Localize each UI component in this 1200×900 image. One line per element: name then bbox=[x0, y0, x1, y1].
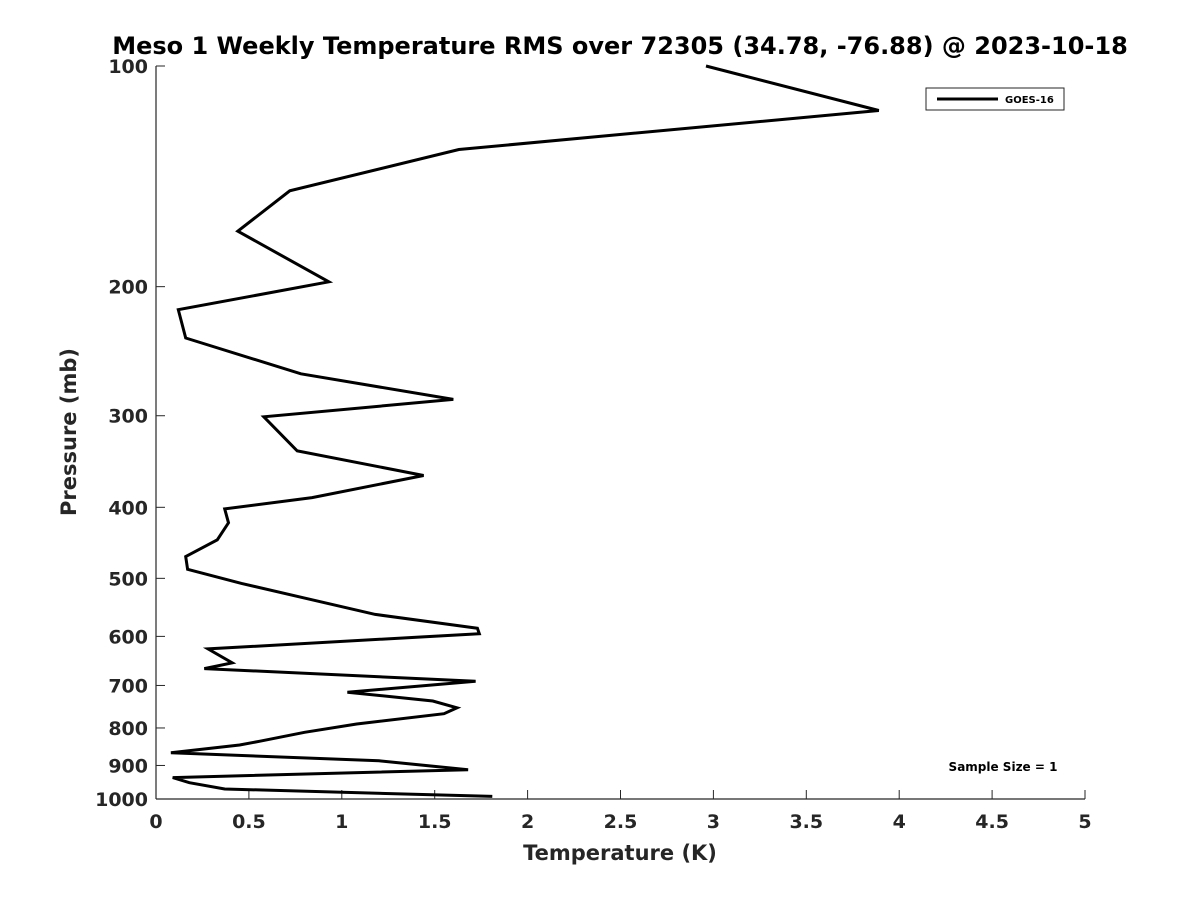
series-line-goes-16 bbox=[170, 64, 880, 798]
x-tick-label: 0 bbox=[149, 811, 162, 833]
x-tick-label: 1 bbox=[335, 811, 348, 833]
x-tick-label: 1.5 bbox=[418, 811, 452, 833]
x-axis-ticks: 0 0.5 1 1.5 2 2.5 3 3.5 4 4.5 5 bbox=[149, 790, 1092, 833]
y-tick-label: 500 bbox=[108, 568, 148, 590]
y-tick-label: 800 bbox=[108, 718, 148, 740]
chart-title: Meso 1 Weekly Temperature RMS over 72305… bbox=[112, 32, 1128, 60]
x-axis-label: Temperature (K) bbox=[523, 841, 717, 865]
x-tick-label: 4.5 bbox=[975, 811, 1009, 833]
y-tick-label: 300 bbox=[108, 406, 148, 428]
y-tick-label: 100 bbox=[108, 56, 148, 78]
x-tick-label: 5 bbox=[1078, 811, 1091, 833]
y-axis-ticks: 100 200 300 400 500 600 700 800 900 1000 bbox=[95, 56, 165, 811]
y-tick-label: 200 bbox=[108, 277, 148, 299]
x-tick-label: 3 bbox=[707, 811, 720, 833]
x-tick-label: 3.5 bbox=[789, 811, 823, 833]
x-tick-label: 2 bbox=[521, 811, 534, 833]
legend-label-goes-16: GOES-16 bbox=[1005, 95, 1054, 106]
x-tick-label: 4 bbox=[893, 811, 906, 833]
sample-size-annotation: Sample Size = 1 bbox=[949, 760, 1058, 774]
y-tick-label: 900 bbox=[108, 755, 148, 777]
y-tick-label: 1000 bbox=[95, 789, 148, 811]
y-axis-label: Pressure (mb) bbox=[57, 348, 81, 516]
legend: GOES-16 bbox=[925, 87, 1065, 111]
x-tick-label: 2.5 bbox=[604, 811, 638, 833]
y-tick-label: 400 bbox=[108, 497, 148, 519]
x-tick-label: 0.5 bbox=[232, 811, 266, 833]
y-tick-label: 700 bbox=[108, 675, 148, 697]
y-tick-label: 600 bbox=[108, 626, 148, 648]
